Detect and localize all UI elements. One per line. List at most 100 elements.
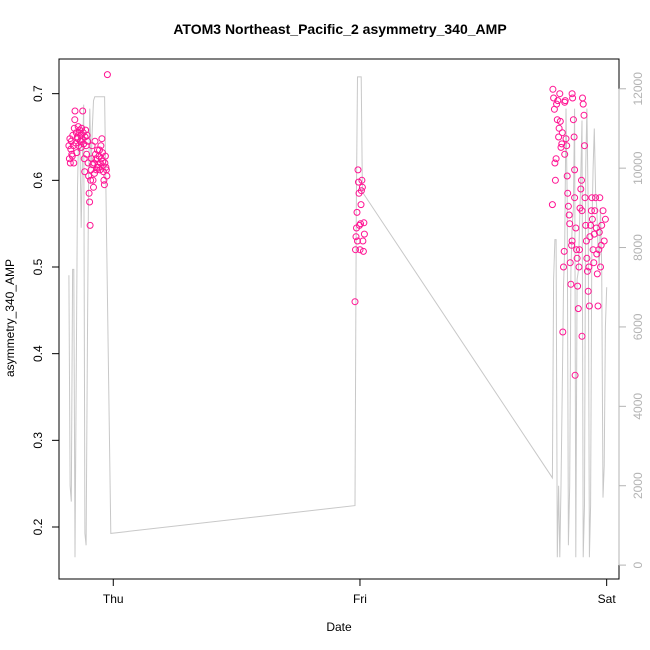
data-point [90,183,97,191]
data-point [568,237,576,245]
data-point [556,117,564,125]
data-point [86,198,94,206]
data-point [351,298,359,306]
data-point [582,237,590,245]
data-point [573,246,581,254]
data-point [355,178,362,186]
y2-tick-label: 0 [631,561,645,568]
data-point [566,259,574,267]
data-point [358,176,366,184]
data-point [551,159,559,167]
y-axis-label: asymmetry_340_AMP [3,259,17,377]
data-point [562,135,570,143]
data-point [568,241,576,249]
y-tick-label: 0.6 [31,172,45,189]
data-point [580,111,588,119]
y2-tick-label: 10000 [631,151,645,185]
data-point [578,207,586,215]
data-point [572,224,580,232]
data-point [358,183,366,191]
data-point [576,246,583,254]
data-point [583,254,591,262]
data-point [560,263,567,271]
data-point [574,282,582,290]
data-point [578,332,586,340]
data-point [560,247,568,255]
y-tick-label: 0.3 [31,432,45,449]
data-point [569,116,577,124]
data-point [553,100,561,108]
data-point [556,90,564,98]
data-point [571,371,579,379]
data-point [579,100,587,108]
data-point [87,176,95,184]
data-point [85,189,93,197]
data-point [84,137,92,145]
data-point [588,215,596,223]
data-point [352,233,360,241]
y-tick-label: 0.2 [31,518,45,535]
data-point [101,152,109,160]
data-point [558,140,566,148]
data-point [102,163,110,171]
y-tick-label: 0.5 [31,258,45,275]
data-point [591,207,599,215]
data-point [81,168,89,176]
data-point [564,189,572,197]
data-point [356,246,364,254]
data-point [551,176,559,184]
data-point [66,159,74,167]
data-point [85,172,93,180]
data-point [552,155,560,163]
data-point [97,142,105,150]
data-point [73,149,81,157]
data-point [596,194,604,202]
data-point [563,172,571,180]
data-point [83,150,91,158]
y2-tick-label: 8000 [631,234,645,261]
data-point [569,94,577,102]
data-point [360,219,368,227]
x-tick-label: Thu [103,592,124,606]
data-point [578,176,585,184]
data-point [571,194,579,202]
data-point [78,124,86,132]
data-point [577,185,585,193]
data-point [101,159,109,167]
x-tick-label: Sat [598,592,617,606]
data-point [587,207,595,215]
data-point [559,328,567,336]
data-point [103,172,111,180]
data-point [594,302,602,310]
data-point [565,211,573,219]
data-point [597,263,604,271]
data-point [352,246,359,254]
y2-tick-label: 6000 [631,313,645,340]
data-point [91,137,99,145]
y-tick-label: 0.4 [31,345,45,362]
data-point [563,142,571,150]
data-point [600,237,608,245]
data-point [71,116,79,124]
data-point [584,287,592,295]
data-point [354,237,361,245]
data-point [359,247,367,255]
data-point [98,135,106,143]
series-line [68,76,608,558]
data-point [593,250,601,258]
y2-tick-label: 2000 [631,472,645,499]
data-point [357,187,365,195]
data-point [354,166,362,174]
data-point [360,230,368,238]
x-tick-label: Fri [353,592,367,606]
data-point [561,150,569,158]
data-point [561,98,569,106]
data-point [581,194,589,202]
data-point [567,280,575,288]
data-point [558,129,566,137]
data-point [585,302,593,310]
data-point [91,169,98,177]
data-point [573,254,581,262]
data-point [555,133,563,141]
